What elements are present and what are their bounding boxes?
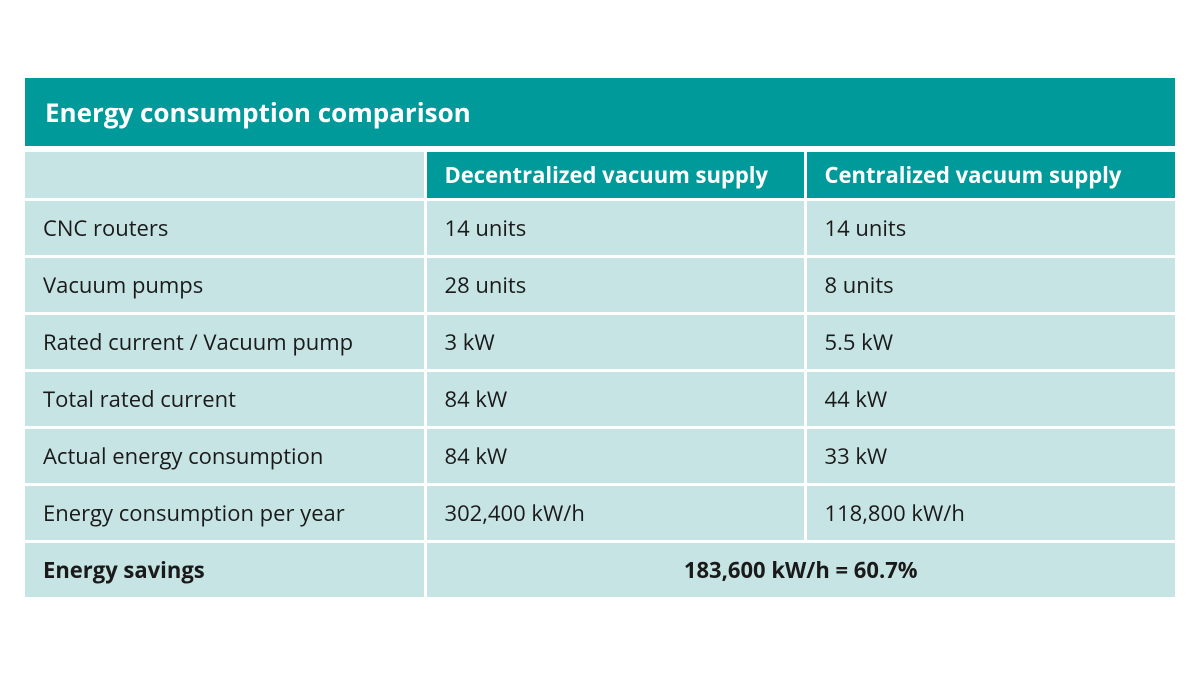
row-dec: 84 kW [425, 371, 805, 428]
row-label: Rated current / Vacuum pump [25, 314, 425, 371]
header-centralized: Centralized vacuum supply [805, 152, 1175, 200]
row-cen: 118,800 kW/h [805, 485, 1175, 542]
table-row: CNC routers 14 units 14 units [25, 200, 1175, 257]
savings-label: Energy savings [25, 542, 425, 598]
row-cen: 14 units [805, 200, 1175, 257]
row-dec: 3 kW [425, 314, 805, 371]
header-row: Decentralized vacuum supply Centralized … [25, 152, 1175, 200]
savings-value: 183,600 kW/h = 60.7% [425, 542, 1175, 598]
row-cen: 33 kW [805, 428, 1175, 485]
row-dec: 14 units [425, 200, 805, 257]
table-row: Total rated current 84 kW 44 kW [25, 371, 1175, 428]
row-label: Actual energy consumption [25, 428, 425, 485]
row-dec: 28 units [425, 257, 805, 314]
comparison-table: Energy consumption comparison Decentrali… [25, 78, 1175, 597]
row-cen: 5.5 kW [805, 314, 1175, 371]
row-label: Total rated current [25, 371, 425, 428]
table-title: Energy consumption comparison [25, 78, 1175, 152]
table-row: Rated current / Vacuum pump 3 kW 5.5 kW [25, 314, 1175, 371]
row-dec: 84 kW [425, 428, 805, 485]
row-label: CNC routers [25, 200, 425, 257]
data-table: Decentralized vacuum supply Centralized … [25, 152, 1175, 597]
row-dec: 302,400 kW/h [425, 485, 805, 542]
row-cen: 44 kW [805, 371, 1175, 428]
savings-row: Energy savings 183,600 kW/h = 60.7% [25, 542, 1175, 598]
header-blank [25, 152, 425, 200]
row-label: Vacuum pumps [25, 257, 425, 314]
header-decentralized: Decentralized vacuum supply [425, 152, 805, 200]
table-row: Energy consumption per year 302,400 kW/h… [25, 485, 1175, 542]
row-cen: 8 units [805, 257, 1175, 314]
row-label: Energy consumption per year [25, 485, 425, 542]
table-row: Vacuum pumps 28 units 8 units [25, 257, 1175, 314]
table-row: Actual energy consumption 84 kW 33 kW [25, 428, 1175, 485]
